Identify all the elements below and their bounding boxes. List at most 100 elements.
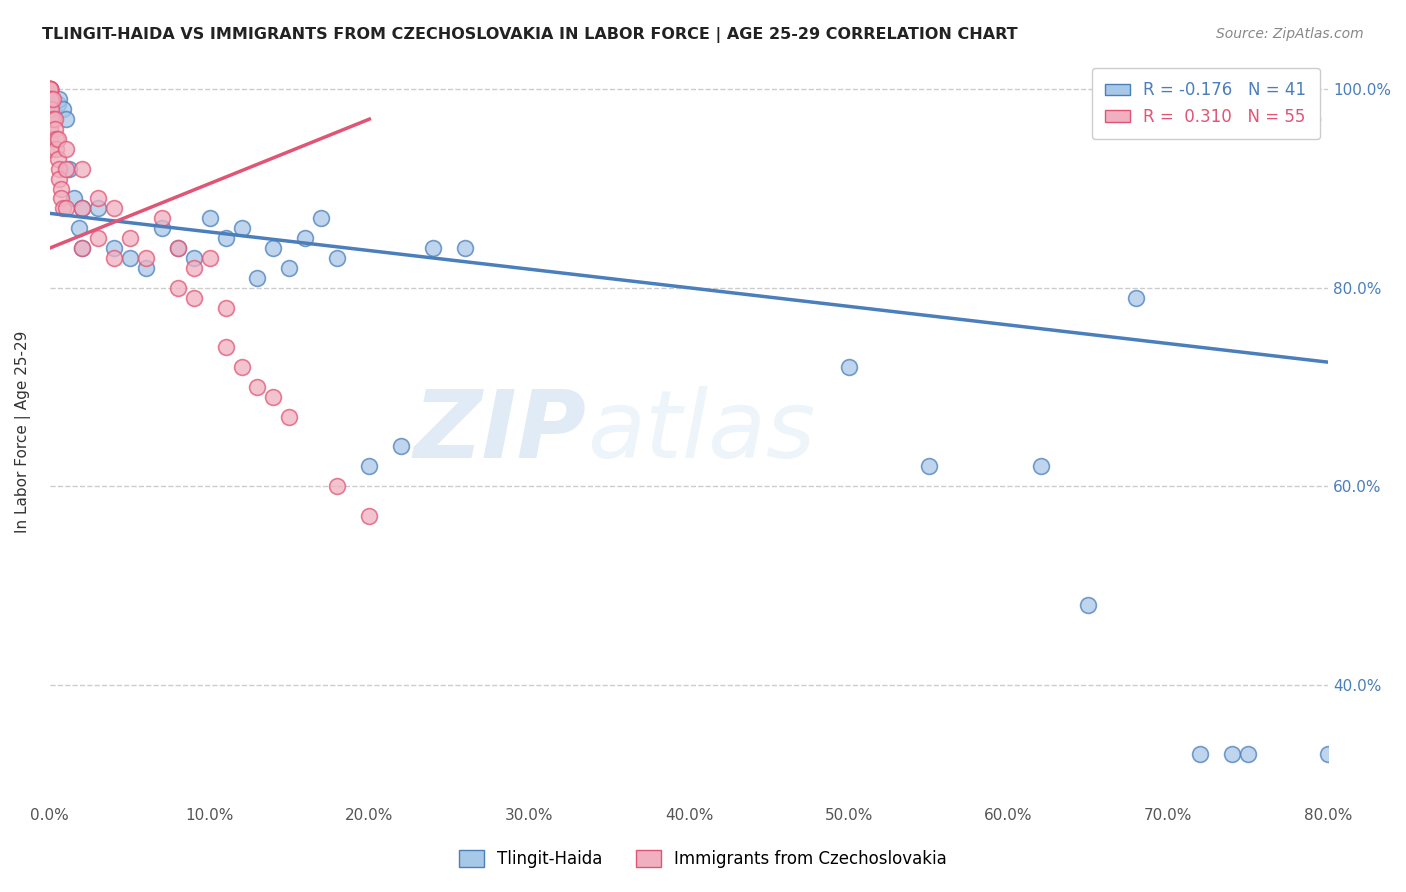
Point [198,251,221,265]
Point [118,231,141,245]
Point [55,202,77,216]
Point [70,202,93,216]
Point [135,251,157,265]
Point [311,211,333,226]
Point [48,171,70,186]
Point [422,241,444,255]
Point [48,92,70,106]
Point [231,221,253,235]
Point [166,281,188,295]
Point [838,360,860,375]
Text: atlas: atlas [586,386,815,477]
Point [38,82,60,96]
Point [1077,598,1099,612]
Point [294,231,316,245]
Point [62,192,84,206]
Point [389,440,412,454]
Point [51,202,73,216]
Point [183,251,205,265]
Point [214,231,236,245]
Point [38,112,60,127]
Point [103,241,125,255]
Point [359,459,381,474]
Point [150,221,173,235]
Point [51,102,73,116]
Text: ZIP: ZIP [413,385,586,477]
Point [38,102,60,116]
Point [214,301,236,315]
Point [48,161,70,176]
Point [135,260,157,275]
Point [1317,747,1340,761]
Point [1237,747,1260,761]
Text: TLINGIT-HAIDA VS IMMIGRANTS FROM CZECHOSLOVAKIA IN LABOR FORCE | AGE 25-29 CORRE: TLINGIT-HAIDA VS IMMIGRANTS FROM CZECHOS… [42,27,1018,43]
Point [38,82,60,96]
Point [1125,291,1147,305]
Point [38,142,60,156]
Point [214,340,236,354]
Point [55,161,77,176]
Point [38,82,60,96]
Point [70,202,93,216]
Point [103,251,125,265]
Point [70,241,93,255]
Point [38,132,60,146]
Y-axis label: In Labor Force | Age 25-29: In Labor Force | Age 25-29 [15,330,31,533]
Point [46,97,69,112]
Point [246,380,269,394]
Point [58,161,80,176]
Point [86,231,108,245]
Point [44,112,66,127]
Point [45,132,67,146]
Point [49,181,72,195]
Point [38,82,60,96]
Point [42,92,65,106]
Point [183,260,205,275]
Point [86,192,108,206]
Point [1220,747,1243,761]
Point [46,152,69,166]
Point [278,409,301,424]
Point [41,92,63,106]
Legend: R = -0.176   N = 41, R =  0.310   N = 55: R = -0.176 N = 41, R = 0.310 N = 55 [1092,68,1320,139]
Point [38,112,60,127]
Point [198,211,221,226]
Point [150,211,173,226]
Point [38,92,60,106]
Point [103,202,125,216]
Point [41,92,63,106]
Point [70,161,93,176]
Point [326,479,349,493]
Point [41,102,63,116]
Text: Source: ZipAtlas.com: Source: ZipAtlas.com [1216,27,1364,41]
Point [44,122,66,136]
Point [38,122,60,136]
Point [263,390,285,404]
Point [1029,459,1052,474]
Point [70,241,93,255]
Point [231,360,253,375]
Point [326,251,349,265]
Point [38,82,60,96]
Point [46,132,69,146]
Point [917,459,939,474]
Point [278,260,301,275]
Point [42,112,65,127]
Point [38,82,60,96]
Point [55,142,77,156]
Point [42,102,65,116]
Point [1301,112,1323,127]
Point [166,241,188,255]
Legend: Tlingit-Haida, Immigrants from Czechoslovakia: Tlingit-Haida, Immigrants from Czechoslo… [453,843,953,875]
Point [86,202,108,216]
Point [263,241,285,255]
Point [166,241,188,255]
Point [454,241,477,255]
Point [1189,747,1212,761]
Point [38,82,60,96]
Point [246,270,269,285]
Point [359,508,381,523]
Point [49,192,72,206]
Point [55,112,77,127]
Point [183,291,205,305]
